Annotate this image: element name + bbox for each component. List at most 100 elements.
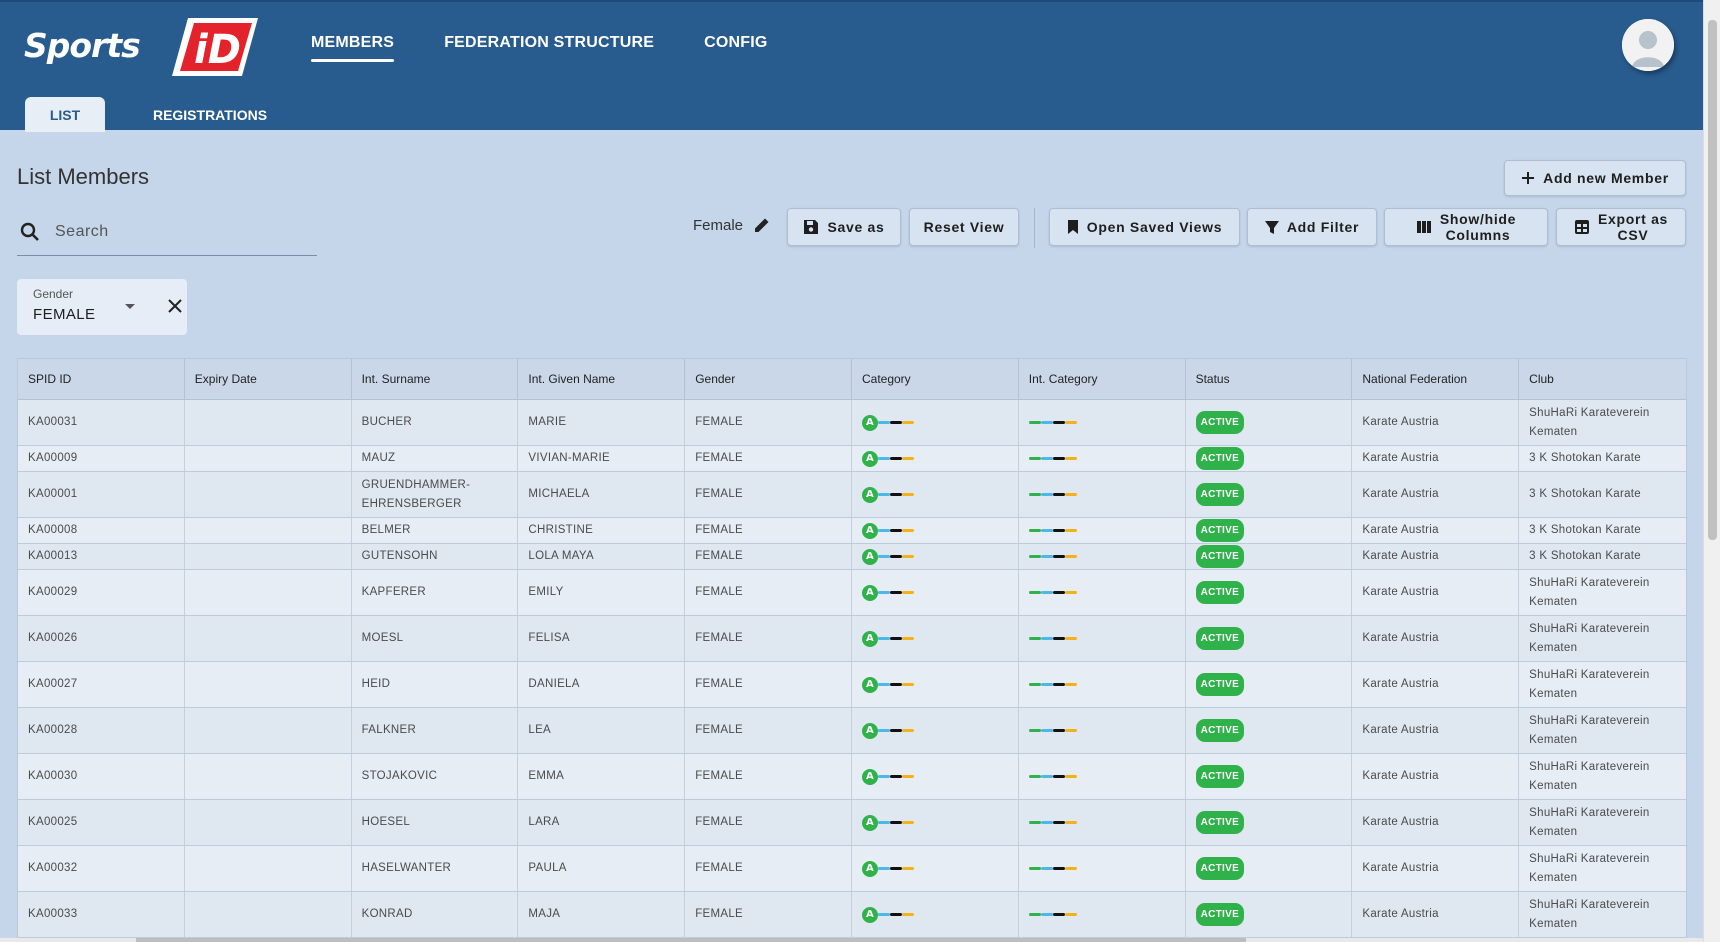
- table-row[interactable]: KA00001 GRUENDHAMMER-EHRENSBERGER MICHAELA…: [18, 472, 1686, 518]
- toolbar-divider: [1034, 208, 1035, 248]
- cell-surname-text: KONRAD: [361, 908, 413, 920]
- col-int-surname[interactable]: Int. Surname: [352, 359, 519, 399]
- cell-expiry-date: [185, 892, 352, 937]
- category-stripe: [889, 775, 902, 778]
- category-indicator: A: [861, 906, 914, 923]
- table-row[interactable]: KA00013 GUTENSOHN LOLA MAYA FEMALE A ACTIVE Ka…: [18, 544, 1686, 570]
- category-stripe: [901, 637, 914, 640]
- col-expiry-date[interactable]: Expiry Date: [185, 359, 352, 399]
- category-indicator: A: [861, 768, 914, 785]
- cell-surname: HEID: [352, 662, 519, 707]
- table-row[interactable]: KA00026 MOESL FELISA FEMALE A ACTIVE Karate Au…: [18, 616, 1686, 662]
- nav-config[interactable]: CONFIG: [704, 34, 768, 51]
- cell-int-category: [1019, 708, 1186, 753]
- cell-gender-text: FEMALE: [695, 452, 743, 464]
- col-national-federation[interactable]: National Federation: [1352, 359, 1520, 399]
- sportsid-logo[interactable]: Sports iD: [22, 12, 258, 80]
- category-stripe: [877, 493, 890, 496]
- category-stripe: [889, 729, 902, 732]
- cell-federation-text: Karate Austria: [1362, 770, 1439, 782]
- col-category[interactable]: Category: [852, 359, 1019, 399]
- table-row[interactable]: KA00031 BUCHER MARIE FEMALE A ACTIVE Karate Au…: [18, 400, 1686, 446]
- nav-federation-structure[interactable]: FEDERATION STRUCTURE: [444, 34, 655, 51]
- nav-members[interactable]: MEMBERS: [311, 34, 395, 62]
- cell-int-category: [1019, 754, 1186, 799]
- cell-club-text: ShuHaRi Karateverein Kematen: [1529, 760, 1650, 792]
- int-category-stripe: [1064, 529, 1077, 532]
- user-avatar[interactable]: [1622, 19, 1674, 71]
- int-category-stripe: [1040, 457, 1053, 460]
- col-spid-id[interactable]: SPID ID: [18, 359, 185, 399]
- bookmark-icon: [1067, 220, 1078, 234]
- gender-filter[interactable]: Gender FEMALE: [17, 279, 187, 335]
- cell-club-text: ShuHaRi Karateverein Kematen: [1529, 898, 1650, 930]
- add-filter-button[interactable]: Add Filter: [1247, 208, 1377, 246]
- cell-category: A: [852, 892, 1019, 937]
- col-club[interactable]: Club: [1529, 372, 1554, 386]
- open-saved-views-button[interactable]: Open Saved Views: [1049, 208, 1240, 246]
- int-category-stripe: [1052, 683, 1065, 686]
- scrollbar-thumb[interactable]: [1708, 20, 1717, 540]
- int-category-stripe: [1028, 457, 1041, 460]
- cell-club: ShuHaRi Karateverein Kematen: [1519, 570, 1686, 615]
- cell-club: ShuHaRi Karateverein Kematen: [1519, 662, 1686, 707]
- category-indicator: A: [861, 814, 914, 831]
- table-row[interactable]: KA00028 FALKNER LEA FEMALE A ACTIVE Karate Aus…: [18, 708, 1686, 754]
- cell-club-text: 3 K Shotokan Karate: [1529, 524, 1641, 536]
- clear-filter-icon[interactable]: [167, 298, 183, 314]
- cell-spid-id: KA00026: [18, 616, 185, 661]
- search-input[interactable]: [55, 222, 295, 241]
- cell-surname: MOESL: [352, 616, 519, 661]
- cell-spid-id: KA00028: [18, 708, 185, 753]
- cell-surname-text: BUCHER: [361, 416, 412, 428]
- table-row[interactable]: KA00029 KAPFERER EMILY FEMALE A ACTIVE Karate …: [18, 570, 1686, 616]
- cell-category: A: [852, 662, 1019, 707]
- category-badge: A: [861, 906, 878, 923]
- table-row[interactable]: KA00027 HEID DANIELA FEMALE A ACTIVE Karate Au…: [18, 662, 1686, 708]
- col-gender[interactable]: Gender: [685, 359, 852, 399]
- cell-given-name: LEA: [518, 708, 686, 753]
- int-category-stripe: [1064, 729, 1077, 732]
- cell-category: A: [852, 446, 1019, 471]
- col-int-given-name[interactable]: Int. Given Name: [518, 359, 686, 399]
- table-row[interactable]: KA00033 KONRAD MAJA FEMALE A ACTIVE Karate Aus…: [18, 892, 1686, 938]
- vertical-scrollbar[interactable]: [1703, 0, 1720, 942]
- add-new-member-button[interactable]: Add new Member: [1504, 160, 1686, 196]
- cell-expiry-date: [185, 544, 352, 569]
- category-stripe: [901, 867, 914, 870]
- cell-spid-id: KA00001: [18, 472, 185, 517]
- table-row[interactable]: KA00008 BELMER CHRISTINE FEMALE A ACTIVE Karat…: [18, 518, 1686, 544]
- horizontal-scrollbar[interactable]: [0, 938, 1703, 942]
- col-status[interactable]: Status: [1186, 359, 1353, 399]
- cell-surname-text: FALKNER: [361, 724, 417, 736]
- col-int-category[interactable]: Int. Category: [1019, 359, 1186, 399]
- cell-category: A: [852, 846, 1019, 891]
- reset-view-button[interactable]: Reset View: [909, 208, 1019, 246]
- edit-pencil-icon[interactable]: [753, 216, 771, 234]
- category-badge: A: [861, 768, 878, 785]
- cell-spid-id-text: KA00031: [28, 416, 78, 428]
- show-hide-columns-button[interactable]: Show/hide Columns: [1384, 208, 1548, 246]
- cell-surname-text: STOJAKOVIC: [361, 770, 438, 782]
- cell-spid-id-text: KA00009: [28, 452, 78, 464]
- search-bar: [17, 208, 317, 256]
- cell-federation: Karate Austria: [1352, 472, 1520, 517]
- tab-list[interactable]: LIST: [25, 97, 105, 132]
- cell-gender-text: FEMALE: [695, 550, 743, 562]
- table-row[interactable]: KA00025 HOESEL LARA FEMALE A ACTIVE Karate Aus…: [18, 800, 1686, 846]
- dropdown-caret-icon[interactable]: [124, 303, 136, 311]
- tab-registrations[interactable]: REGISTRATIONS: [152, 106, 268, 123]
- table-row[interactable]: KA00030 STOJAKOVIC EMMA FEMALE A ACTIVE Karate…: [18, 754, 1686, 800]
- category-stripe: [877, 821, 890, 824]
- cell-club: 3 K Shotokan Karate: [1519, 518, 1686, 543]
- int-category-indicator: [1028, 867, 1077, 870]
- category-indicator: A: [861, 676, 914, 693]
- cell-gender-text: FEMALE: [695, 724, 743, 736]
- export-csv-button[interactable]: Export as CSV: [1556, 208, 1686, 246]
- table-row[interactable]: KA00032 HASELWANTER PAULA FEMALE A ACTIVE Kara…: [18, 846, 1686, 892]
- h-scrollbar-thumb[interactable]: [136, 938, 1246, 942]
- save-as-button[interactable]: Save as: [787, 208, 901, 246]
- int-category-stripe: [1028, 529, 1041, 532]
- table-row[interactable]: KA00009 MAUZ VIVIAN-MARIE FEMALE A ACTIVE Kara…: [18, 446, 1686, 472]
- cell-given-name-text: LEA: [528, 724, 552, 736]
